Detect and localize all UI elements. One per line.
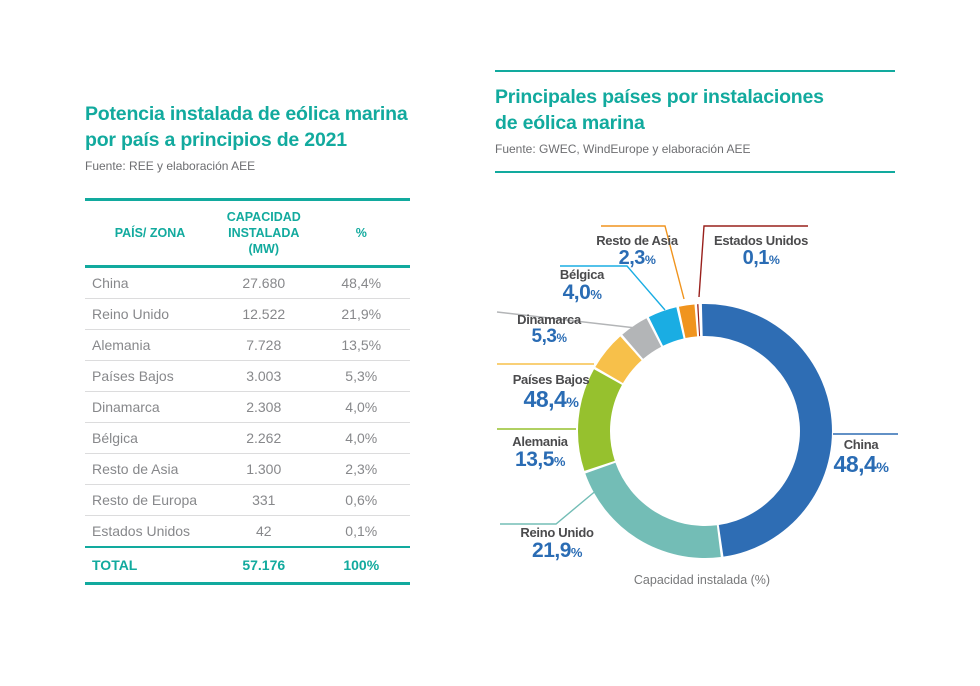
cell-mw: 27.680 [215,266,313,300]
bottom-divider [495,171,895,174]
leader-line-reino-unido [500,488,599,525]
right-panel-title: Principales países por instalaciones de … [495,86,824,134]
column-header-pais-zona: PAÍS/ ZONA [85,198,215,269]
cell-pais: China [85,266,215,300]
table-header-row: PAÍS/ ZONA CAPACIDAD INSTALADA (MW)% [85,198,410,269]
cell-pct: 0,6% [312,484,410,517]
donut-slices [578,304,832,559]
total-mw: 57.176 [215,546,313,586]
cell-pais: Resto de Asia [85,453,215,486]
leader-line-resto-de-asia [601,225,685,300]
total-pct: 100% [312,546,410,586]
chart-panel: Principales países por instalaciones de … [495,70,895,174]
left-panel-source: Fuente: REE y elaboración AEE [85,159,256,174]
table-row-resto-de-asia: Resto de Asia 1.300 2,3% [85,453,410,486]
slice-alemania [578,369,622,471]
leader-line-belgica [560,265,666,311]
table-row-reino-unido: Reino Unido 12.522 21,9% [85,298,410,331]
column-header-capacidad-mw: CAPACIDAD INSTALADA (MW) [215,198,313,269]
leader-line-estados-unidos [698,225,808,298]
cell-pct: 21,9% [312,298,410,331]
cell-pct: 2,3% [312,453,410,486]
table-row-paises-bajos: Países Bajos 3.003 5,3% [85,360,410,393]
cell-mw: 7.728 [215,329,313,362]
slice-paises-bajos [595,336,642,384]
cell-mw: 3.003 [215,360,313,393]
cell-mw: 331 [215,484,313,517]
cell-pct: 4,0% [312,391,410,424]
cell-pais: Países Bajos [85,360,215,393]
table-panel: Potencia instalada de eólica marina por … [85,102,410,586]
total-label: TOTAL [85,546,215,586]
capacity-table: PAÍS/ ZONA CAPACIDAD INSTALADA (MW)% Chin… [85,198,410,586]
slice-china [701,304,832,557]
leader-line-dinamarca [496,311,637,329]
cell-pct: 0,1% [345,523,378,540]
slice-dinamarca [622,318,662,359]
cell-pct: 5,3% [312,360,410,393]
cell-pais: Resto de Europa [85,484,215,517]
cell-mw: 1.300 [215,453,313,486]
table-row-dinamarca: Dinamarca 2.308 4,0% [85,391,410,424]
chart-caption: Capacidad instalada (%) [633,573,771,587]
slice-estados-unidos [697,304,701,337]
column-header-pct: % [312,198,410,269]
top-divider [495,70,895,72]
slice-resto-de-asia [678,304,698,339]
table-row-resto-de-europa: Resto de Europa 331 0,6% [85,484,410,517]
cell-mw: 42 [255,523,272,540]
cell-pais: Alemania [85,329,215,362]
table-row-belgica: Bélgica 2.262 4,0% [85,422,410,455]
cell-pct: 4,0% [312,422,410,455]
cell-pais: Dinamarca [85,391,215,424]
cell-pais: Estados Unidos [92,523,191,540]
cell-pais: Reino Unido [85,298,215,331]
cell-pct: 13,5% [312,329,410,362]
cell-mw: 2.262 [215,422,313,455]
cell-mw: 12.522 [215,298,313,331]
table-row-estados-unidos: Estados Unidos 42 0,1% [85,516,410,548]
leader-lines [496,225,898,525]
left-panel-title: Potencia instalada de eólica marina por … [85,103,408,151]
slice-belgica [648,307,684,346]
right-panel-source: Fuente: GWEC, WindEurope y elaboración A… [495,142,751,157]
cell-pct: 48,4% [312,266,410,300]
table-total-row: TOTAL 57.176 100% [85,546,410,586]
table-row-china: China 27.680 48,4% [85,266,410,300]
slice-reino-unido [585,462,721,559]
cell-pais: Bélgica [85,422,215,455]
cell-mw: 2.308 [215,391,313,424]
table-row-alemania: Alemania 7.728 13,5% [85,329,410,362]
